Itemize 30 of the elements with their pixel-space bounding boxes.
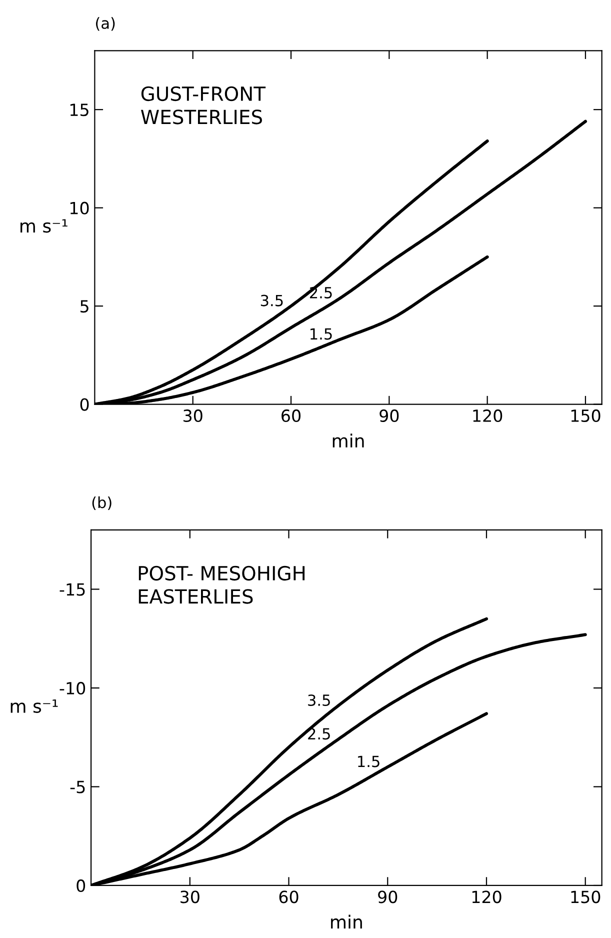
- annotation: 3.5: [260, 294, 283, 306]
- y-axis-title: m s⁻¹: [20, 219, 68, 233]
- x-tick-label: 90: [380, 409, 399, 422]
- annotation: 1.5: [310, 328, 332, 340]
- y-axis-title: m s⁻¹: [10, 699, 58, 713]
- x-tick-label: 120: [472, 890, 502, 904]
- x-axis-title: min: [332, 434, 364, 448]
- annotation: 1.5: [358, 756, 380, 768]
- x-tick-label: 30: [184, 409, 202, 422]
- annotation: 3.5: [308, 694, 330, 706]
- x-tick-label: 90: [378, 890, 398, 904]
- x-tick-label: 60: [282, 409, 301, 422]
- y-tick-label: 10: [70, 202, 89, 214]
- chart-title: (a): [96, 17, 115, 31]
- y-tick-label: 0: [80, 398, 89, 411]
- x-tick-label: 150: [571, 409, 600, 422]
- y-tick-label: 0: [76, 879, 86, 892]
- y-tick-label: -5: [70, 780, 85, 794]
- y-tick-label: -10: [60, 682, 86, 695]
- chart-title: (b): [92, 496, 112, 510]
- y-tick-label: -15: [60, 583, 85, 596]
- x-tick-label: 120: [473, 409, 502, 422]
- annotation: GUST-FRONT WESTERLIES: [140, 86, 266, 124]
- y-tick-label: 5: [80, 300, 88, 313]
- x-axis-title: min: [331, 914, 362, 929]
- y-tick-label: 15: [70, 104, 88, 116]
- x-tick-label: 60: [279, 890, 298, 904]
- annotation: POST- MESOHIGH EASTERLIES: [138, 566, 305, 604]
- x-tick-label: 150: [571, 890, 600, 904]
- x-tick-label: 30: [180, 890, 200, 904]
